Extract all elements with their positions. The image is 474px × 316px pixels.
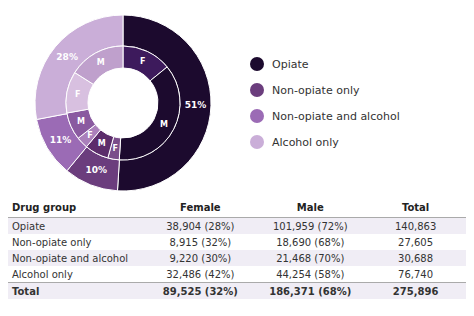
svg-text:F: F (140, 57, 145, 66)
html-text:Female: Female (180, 202, 221, 213)
svg-text:M: M (160, 120, 168, 129)
html-text:38,904 (28%): 38,904 (28%) (166, 220, 235, 232)
html-text:Opiate: Opiate (272, 57, 309, 71)
html-text:27,605: 27,605 (398, 236, 434, 248)
html-text:21,468 (70%): 21,468 (70%) (276, 252, 345, 264)
html-text:44,254 (58%): 44,254 (58%) (276, 268, 345, 280)
svg-text:10%: 10% (86, 165, 108, 175)
html-text:Male: Male (296, 202, 324, 213)
html-text:Total: Total (401, 202, 430, 213)
html-text:Non-opiate and alcohol: Non-opiate and alcohol (12, 252, 129, 264)
html-text:32,486 (42%): 32,486 (42%) (166, 268, 235, 280)
html-text:Non-opiate and alcohol: Non-opiate and alcohol (272, 109, 400, 123)
html-text:8,915 (32%): 8,915 (32%) (169, 236, 232, 248)
html-text:101,959 (72%): 101,959 (72%) (273, 220, 348, 232)
svg-text:M: M (77, 117, 85, 126)
html-text:18,690 (68%): 18,690 (68%) (276, 236, 345, 248)
svg-text:M: M (98, 139, 106, 148)
html-text:Opiate: Opiate (12, 220, 46, 232)
html-text:Total: Total (12, 285, 40, 297)
html-text:186,371 (68%): 186,371 (68%) (269, 285, 352, 297)
svg-text:F: F (75, 90, 80, 99)
svg-text:F: F (87, 131, 92, 140)
svg-text:51%: 51% (185, 100, 207, 110)
html-text:Non-opiate only: Non-opiate only (12, 236, 92, 248)
svg-text:28%: 28% (56, 52, 78, 62)
html-text:76,740: 76,740 (398, 268, 434, 280)
html-text:Non-opiate only: Non-opiate only (272, 83, 360, 97)
svg-text:F: F (113, 144, 118, 153)
html-text:30,688: 30,688 (398, 252, 434, 264)
svg-text:M: M (97, 58, 105, 67)
html-text:Alcohol only: Alcohol only (12, 268, 73, 280)
svg-text:11%: 11% (50, 135, 72, 145)
html-text:9,220 (30%): 9,220 (30%) (169, 252, 232, 264)
html-text:Alcohol only: Alcohol only (272, 135, 339, 149)
html-text:140,863: 140,863 (394, 220, 437, 232)
html-text:Drug group: Drug group (12, 202, 77, 213)
html-text:275,896: 275,896 (392, 285, 439, 297)
html-text:89,525 (32%): 89,525 (32%) (162, 285, 238, 297)
